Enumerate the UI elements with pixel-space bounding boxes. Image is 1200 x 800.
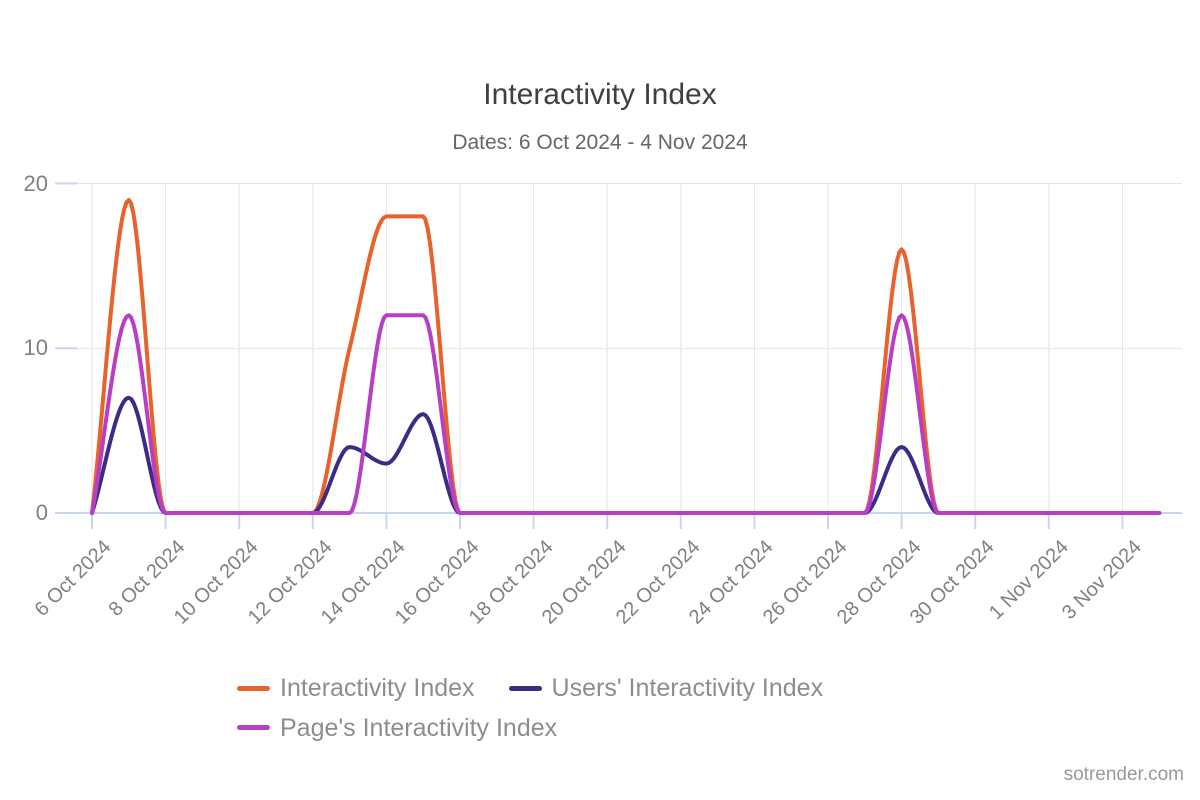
- legend-item[interactable]: Page's Interactivity Index: [237, 712, 557, 745]
- y-axis-label: 20: [23, 170, 48, 196]
- chart-title: Interactivity Index: [483, 78, 717, 111]
- series-line-interactivity-index: [90, 198, 1162, 515]
- legend-swatch: [237, 725, 270, 731]
- legend-item[interactable]: Users' Interactivity Index: [508, 672, 824, 705]
- series-line-users-interactivity-index: [90, 395, 1162, 515]
- y-axis-label: 10: [23, 335, 48, 361]
- watermark: sotrender.com: [1063, 764, 1184, 785]
- legend-item[interactable]: Interactivity Index: [237, 672, 475, 705]
- axis-lines: [55, 182, 1182, 529]
- legend-label: Interactivity Index: [280, 674, 475, 702]
- series-lines: [90, 198, 1162, 515]
- legend: Interactivity Index Users' Interactivity …: [237, 672, 979, 744]
- chart-subtitle: Dates: 6 Oct 2024 - 4 Nov 2024: [452, 131, 748, 154]
- gridlines: [77, 183, 1182, 513]
- legend-label: Users' Interactivity Index: [551, 674, 824, 702]
- legend-swatch: [508, 685, 542, 691]
- legend-swatch: [237, 685, 270, 691]
- series-line-page-s-interactivity-index: [90, 313, 1162, 515]
- legend-label: Page's Interactivity Index: [280, 713, 558, 742]
- y-axis-label: 0: [35, 500, 48, 525]
